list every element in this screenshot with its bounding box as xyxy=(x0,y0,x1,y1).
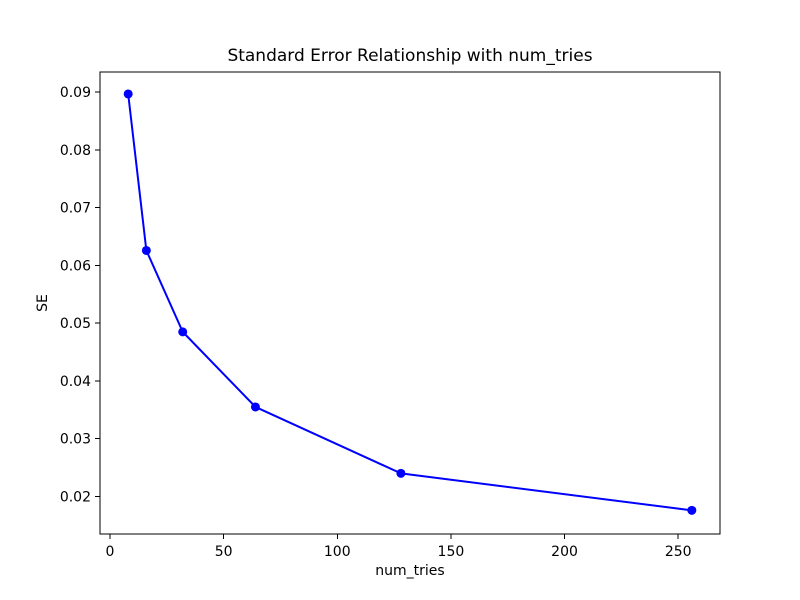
x-axis-label: num_tries xyxy=(375,563,444,579)
data-point xyxy=(141,245,151,255)
y-tick-label: 0.06 xyxy=(60,258,91,274)
x-tick-label: 50 xyxy=(215,544,233,560)
data-point xyxy=(687,505,697,515)
y-tick-label: 0.02 xyxy=(60,489,91,505)
y-tick-label: 0.05 xyxy=(60,316,91,332)
axes-spines xyxy=(99,71,721,535)
x-tick-label: 150 xyxy=(438,544,465,560)
chart-title: Standard Error Relationship with num_tri… xyxy=(227,46,592,66)
y-tick-label: 0.04 xyxy=(60,374,91,390)
data-point xyxy=(178,327,188,337)
data-line xyxy=(127,92,693,512)
data-point xyxy=(396,468,406,478)
y-tick-label: 0.08 xyxy=(60,143,91,159)
y-tick-label: 0.03 xyxy=(60,432,91,448)
plot-area: 0 50 100 150 200 250 0.02 0.03 0.04 0.05 0.06 0.07 0… xyxy=(60,71,721,560)
y-tick-label: 0.09 xyxy=(60,85,91,101)
x-tick-label: 250 xyxy=(665,544,692,560)
data-point xyxy=(123,89,133,99)
data-point xyxy=(250,402,260,412)
y-tick-label: 0.07 xyxy=(60,201,91,217)
x-tick-label: 200 xyxy=(551,544,578,560)
x-tick-label: 0 xyxy=(106,544,115,560)
y-axis-label: SE xyxy=(35,294,51,312)
x-tick-label: 100 xyxy=(324,544,351,560)
